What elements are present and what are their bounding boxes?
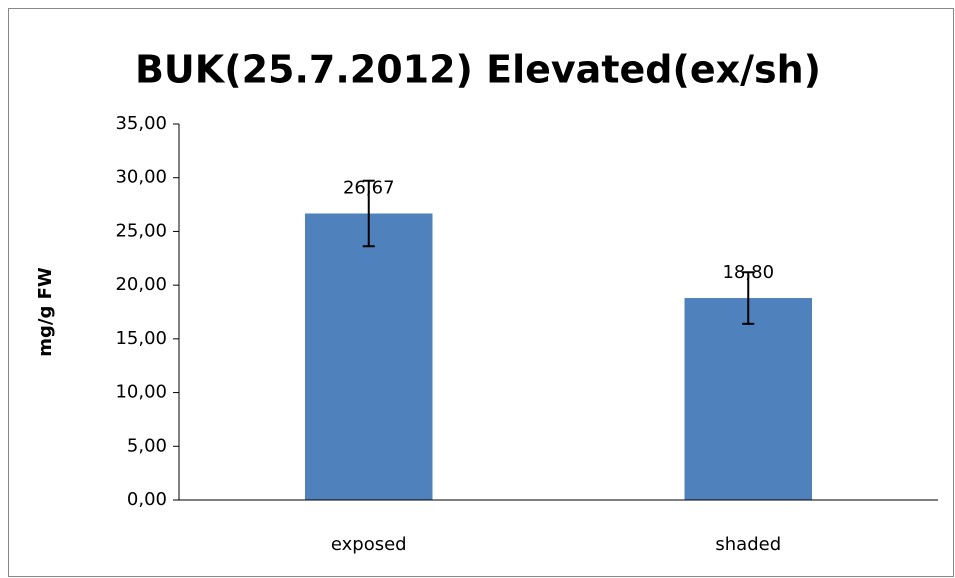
bar [304, 213, 433, 500]
bar [684, 298, 813, 500]
y-tick-label: 25,00 [115, 220, 167, 241]
y-tick-label: 0,00 [127, 489, 167, 510]
y-tick-label: 15,00 [115, 328, 167, 349]
x-tick-label: shaded [715, 534, 781, 555]
y-tick-label: 30,00 [115, 167, 167, 188]
y-tick-label: 10,00 [115, 382, 167, 403]
y-tick-label: 20,00 [115, 274, 167, 295]
y-tick-label: 5,00 [127, 435, 167, 456]
x-tick-label: exposed [331, 534, 407, 555]
chart-title: BUK(25.7.2012) Elevated(ex/sh) [135, 48, 821, 92]
y-tick-label: 35,00 [115, 113, 167, 134]
y-axis-label: mg/g FW [35, 267, 56, 357]
